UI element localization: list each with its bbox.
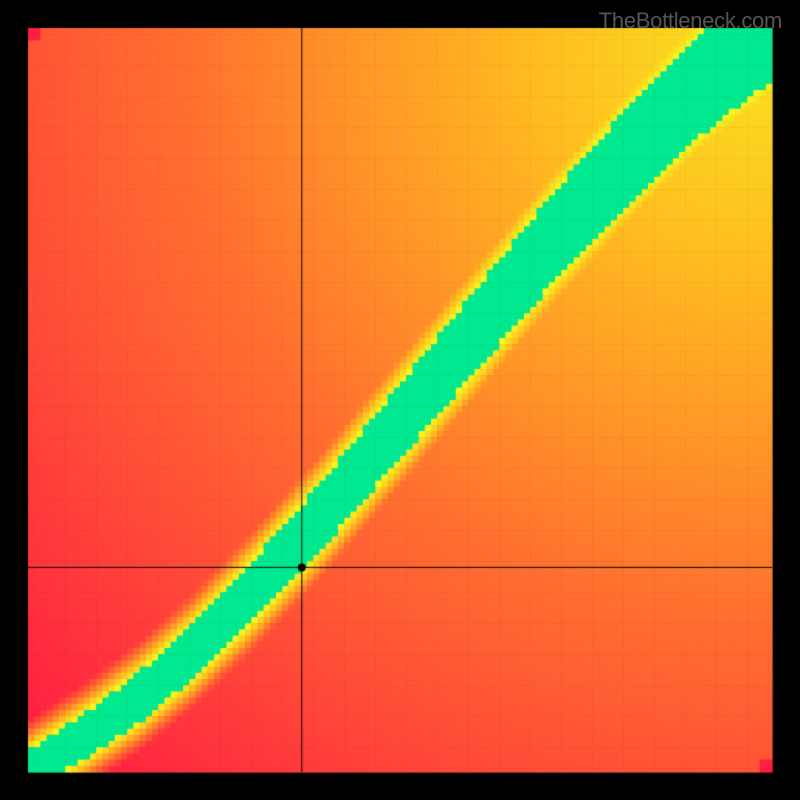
watermark-text: TheBottleneck.com [599,8,782,34]
chart-container: TheBottleneck.com [0,0,800,800]
heatmap-canvas [0,0,800,800]
